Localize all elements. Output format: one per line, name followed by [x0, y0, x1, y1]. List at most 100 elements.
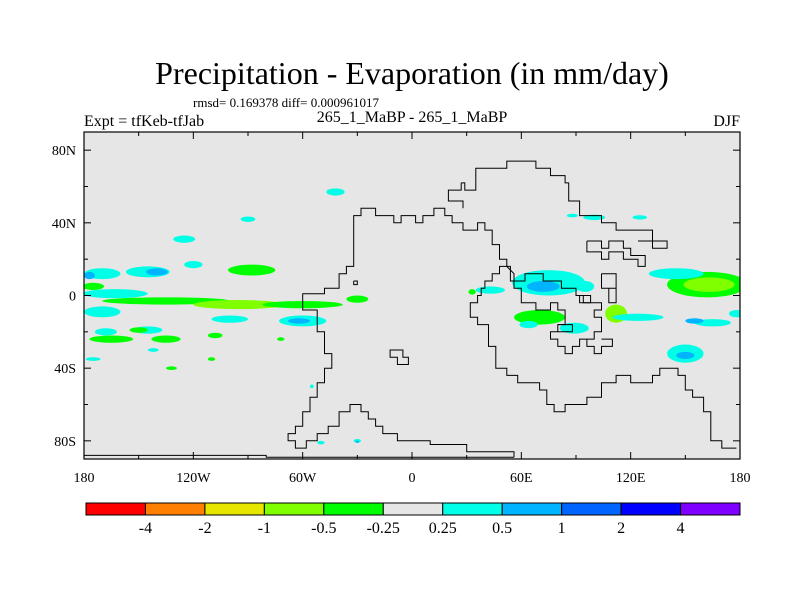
coastline-0 — [308, 207, 737, 449]
colorbar-label: -2 — [198, 520, 211, 537]
colorbar-box-8 — [561, 502, 622, 516]
x-tick-label: 60W — [289, 471, 317, 486]
coastline-7 — [506, 265, 602, 355]
colorbar-label: -4 — [139, 520, 152, 537]
colorbar-box-3 — [263, 502, 325, 516]
colorbar-label: 1 — [558, 520, 566, 537]
x-tick-label: 0 — [409, 471, 416, 486]
contour-region-49 — [566, 213, 578, 218]
colorbar-box-0 — [85, 502, 146, 516]
y-tick-label: 80S — [54, 435, 76, 450]
contour-region-45 — [676, 351, 695, 360]
colorbar-box-5 — [382, 502, 444, 516]
contour-region-29 — [166, 366, 177, 370]
contour-region-15 — [84, 306, 121, 318]
contour-region-4 — [184, 260, 203, 269]
coastline-10 — [586, 338, 613, 355]
coastline-9 — [579, 295, 592, 304]
contour-region-50 — [468, 289, 476, 295]
x-tick-label: 120W — [176, 471, 211, 486]
coastline-1 — [287, 293, 515, 458]
coastline-12 — [638, 240, 668, 249]
subtitle-right: DJF — [713, 113, 740, 130]
contour-region-25 — [277, 337, 285, 341]
colorbar-box-7 — [501, 502, 563, 516]
contour-region-22 — [89, 335, 134, 343]
contour-fill-layer — [84, 188, 740, 445]
colorbar-box-4 — [323, 502, 384, 516]
contour-region-23 — [151, 335, 181, 343]
colorbar-box-6 — [442, 502, 503, 516]
x-tick-label: 180 — [730, 471, 751, 486]
y-tick-label: 80N — [52, 144, 76, 159]
contour-region-52 — [317, 440, 325, 445]
colorbar-label: 0.25 — [429, 520, 457, 537]
contour-region-38 — [612, 313, 664, 321]
colorbar-box-2 — [204, 502, 265, 516]
coastline-4 — [353, 280, 358, 286]
contour-region-21 — [129, 327, 148, 333]
colorbar-box-1 — [144, 502, 206, 516]
coastline-14 — [608, 288, 617, 304]
colorbar-label: 2 — [617, 520, 625, 537]
contour-region-53 — [355, 440, 360, 443]
contour-region-9 — [84, 282, 105, 291]
coastline-6 — [447, 182, 464, 209]
y-tick-label: 40N — [52, 217, 76, 232]
colorbar: -4 -2 -1 -0.5 -0.25 0.25 0.5 1 2 4 — [85, 502, 741, 537]
contour-region-34 — [514, 310, 566, 325]
colorbar-label: 0.5 — [492, 520, 512, 537]
contour-region-10 — [84, 289, 148, 299]
coastline-11 — [586, 240, 646, 267]
coastline-layer — [84, 160, 737, 458]
contour-region-7 — [326, 188, 345, 196]
contour-region-48 — [632, 215, 648, 220]
colorbar-label: -1 — [258, 520, 271, 537]
stats-line: rmsd= 0.169378 diff= 0.000961017 — [193, 95, 379, 110]
coastline-8 — [557, 324, 573, 333]
contour-region-2 — [145, 268, 168, 276]
colorbar-label: 4 — [677, 520, 685, 537]
colorbar-label: -0.25 — [367, 520, 400, 537]
chart-title: Precipitation - Evaporation (in mm/day) — [155, 55, 669, 91]
x-tick-label: 60E — [510, 471, 533, 486]
x-tick-label: 180 — [74, 471, 95, 486]
plot-background — [84, 132, 740, 459]
contour-region-16 — [211, 315, 248, 323]
colorbar-box-10 — [680, 502, 741, 516]
contour-region-26 — [147, 348, 159, 352]
contour-region-19 — [94, 328, 117, 336]
contour-region-6 — [240, 216, 256, 222]
contour-region-28 — [207, 357, 216, 361]
x-axis: 180 120W 60W 0 60E 120E 180 — [74, 132, 751, 486]
contour-region-43 — [685, 318, 704, 324]
y-axis: 80N 40N 0 40S 80S — [52, 144, 740, 450]
contour-region-27 — [85, 357, 101, 361]
contour-region-36 — [559, 322, 589, 334]
contour-region-8 — [227, 264, 276, 276]
subtitle-center: 265_1_MaBP - 265_1_MaBP — [317, 109, 508, 126]
contour-region-41 — [648, 268, 704, 280]
contour-region-31 — [526, 280, 560, 292]
x-tick-label: 120E — [616, 471, 646, 486]
contour-region-46 — [729, 310, 740, 318]
contour-region-12 — [193, 300, 285, 310]
colorbar-box-9 — [620, 502, 682, 516]
contour-region-35 — [519, 320, 538, 329]
coastline-3 — [389, 349, 409, 365]
contour-region-33 — [576, 280, 595, 292]
coastline-2 — [84, 454, 514, 458]
subtitle-left: Expt = tfKeb-tfJab — [84, 113, 204, 130]
contour-region-5 — [173, 235, 196, 243]
contour-region-18 — [288, 318, 310, 324]
contour-region-40 — [683, 277, 735, 292]
contour-region-14 — [346, 295, 369, 303]
colorbar-label: -0.5 — [311, 520, 336, 537]
y-tick-label: 40S — [54, 362, 76, 377]
contour-region-3 — [84, 271, 95, 280]
y-tick-label: 0 — [69, 290, 76, 305]
contour-region-24 — [207, 332, 223, 339]
contour-region-54 — [309, 384, 314, 389]
coastline-5 — [461, 160, 664, 242]
